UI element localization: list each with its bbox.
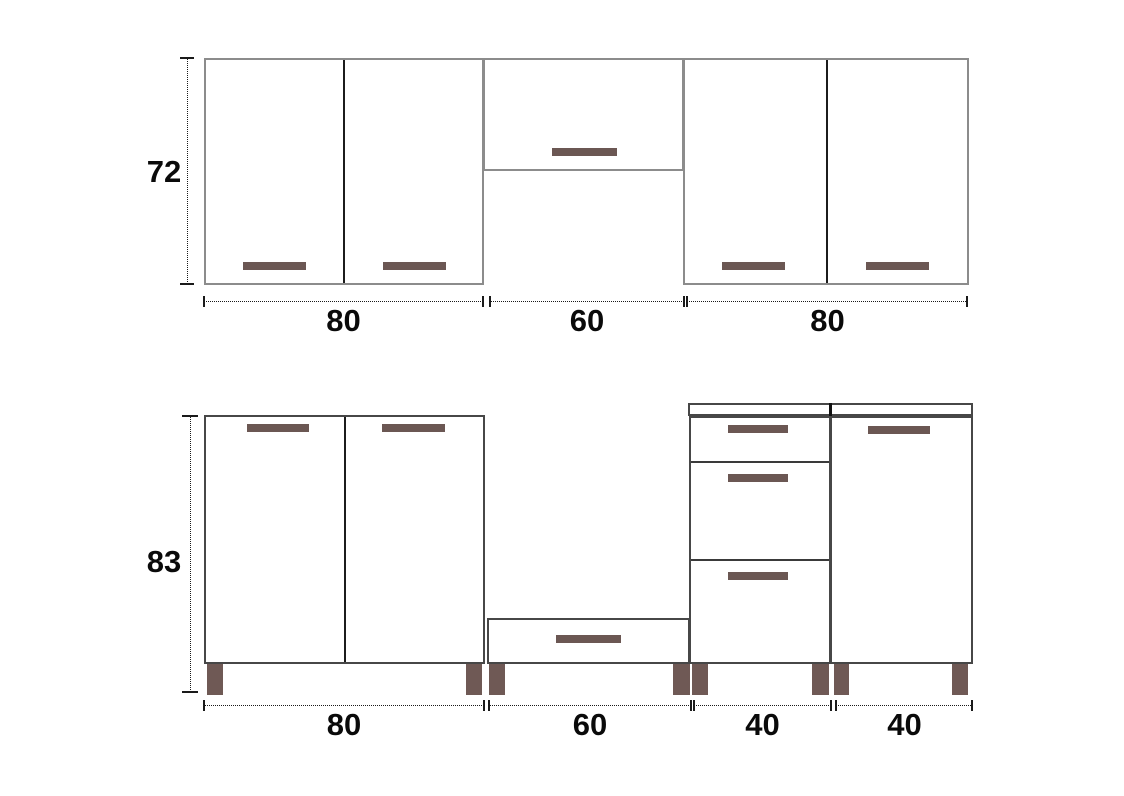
- door-handle: [722, 262, 785, 270]
- bottom-height-dimension-line: [190, 416, 191, 692]
- drawer-handle: [728, 425, 788, 433]
- dimension-tick: [203, 296, 205, 307]
- dimension-tick: [182, 415, 198, 417]
- top-height-dimension-label: 72: [146, 154, 182, 189]
- base-drawer-unit: [689, 416, 831, 664]
- cabinet-leg: [207, 664, 223, 695]
- width-dimension-line: [204, 705, 484, 706]
- width-dimension-line: [836, 705, 973, 706]
- width-dimension-label: 40: [745, 707, 780, 742]
- drawer-handle: [556, 635, 621, 643]
- bottom-height-dimension-label: 83: [146, 544, 182, 579]
- door-divider: [344, 417, 346, 662]
- door-handle: [247, 424, 309, 432]
- base-door-unit: [830, 416, 973, 664]
- door-handle: [868, 426, 930, 434]
- dimension-tick: [690, 700, 692, 711]
- door-handle: [382, 424, 445, 432]
- dimension-tick: [482, 296, 484, 307]
- door-handle: [383, 262, 446, 270]
- cabinet-leg: [489, 664, 505, 695]
- width-dimension-line: [204, 301, 483, 302]
- door-handle: [866, 262, 929, 270]
- width-dimension-label: 80: [326, 303, 361, 338]
- width-dimension-label: 80: [810, 303, 845, 338]
- dimension-tick: [693, 700, 695, 711]
- dimension-tick: [683, 296, 685, 307]
- dimension-tick: [483, 700, 485, 711]
- width-dimension-line: [687, 301, 968, 302]
- width-dimension-label: 60: [572, 707, 608, 742]
- dimension-tick: [830, 700, 832, 711]
- drawer-separator: [691, 559, 829, 561]
- drawer-handle: [728, 572, 788, 580]
- door-handle: [552, 148, 617, 156]
- dimension-tick: [489, 296, 491, 307]
- width-dimension-label: 60: [569, 303, 605, 338]
- dimension-tick: [971, 700, 973, 711]
- cabinet-leg: [952, 664, 968, 695]
- dimension-tick: [488, 700, 490, 711]
- width-dimension-label: 40: [887, 707, 922, 742]
- cabinet-leg: [834, 664, 849, 695]
- door-divider: [826, 60, 828, 283]
- dimension-tick: [966, 296, 968, 307]
- door-divider: [343, 60, 345, 283]
- dimension-tick: [182, 691, 198, 693]
- dimension-tick: [686, 296, 688, 307]
- dimension-tick: [835, 700, 837, 711]
- door-handle: [243, 262, 306, 270]
- top-height-dimension-line: [187, 58, 188, 284]
- cabinet-leg: [692, 664, 708, 695]
- drawer-handle: [728, 474, 788, 482]
- width-dimension-line: [694, 705, 831, 706]
- width-dimension-line: [489, 705, 691, 706]
- cabinet-leg: [673, 664, 690, 695]
- width-dimension-line: [490, 301, 684, 302]
- dimension-tick: [203, 700, 205, 711]
- dimension-tick: [180, 283, 194, 285]
- cabinet-leg: [466, 664, 482, 695]
- cabinet-leg: [812, 664, 829, 695]
- width-dimension-label: 80: [326, 707, 362, 742]
- dimension-tick: [180, 57, 194, 59]
- drawer-separator: [691, 461, 829, 463]
